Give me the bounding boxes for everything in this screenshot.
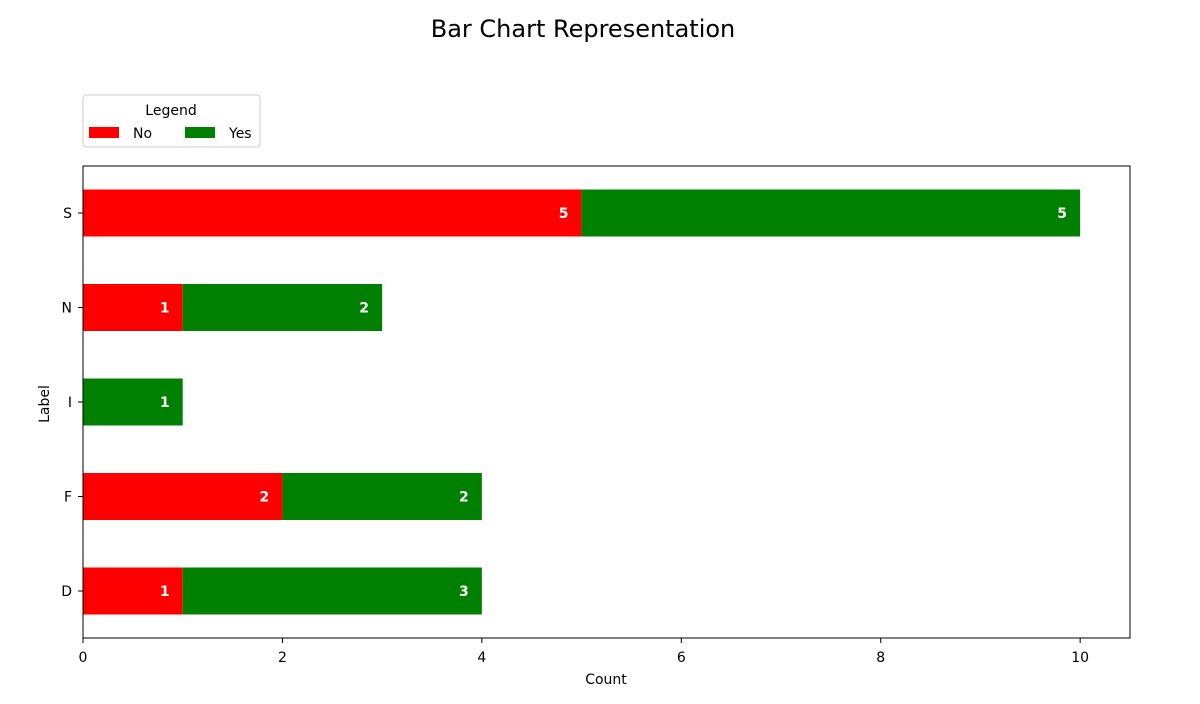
- legend: Legend No Yes: [82, 94, 261, 148]
- legend-label-no: No: [133, 126, 152, 142]
- bar-label-yes-i: 1: [160, 395, 170, 411]
- legend-frame: [82, 94, 261, 148]
- y-tick-label: N: [62, 301, 72, 317]
- bar-label-no-d: 1: [160, 584, 170, 600]
- x-tick-label: 4: [477, 650, 486, 666]
- bar-no-s: [83, 189, 582, 237]
- legend-label-yes: Yes: [228, 126, 252, 142]
- bar-label-yes-f: 2: [459, 490, 469, 506]
- bar-yes-s: [581, 189, 1081, 237]
- x-tick-label: 10: [1071, 650, 1089, 666]
- bar-label-yes-n: 2: [359, 301, 369, 317]
- y-tick-label: I: [68, 395, 72, 411]
- bar-yes-i: [83, 378, 183, 426]
- legend-title: Legend: [145, 103, 196, 119]
- legend-swatch-yes: [185, 127, 215, 138]
- bar-no-d: [83, 567, 183, 615]
- y-tick-label: D: [61, 584, 72, 600]
- bar-label-yes-s: 5: [1057, 206, 1067, 222]
- x-axis: 0 2 4 6 8 10: [79, 638, 1089, 666]
- y-tick-label: S: [63, 206, 72, 222]
- bar-no-f: [83, 473, 283, 520]
- y-axis: D F I N S: [61, 206, 83, 600]
- bar-no-n: [83, 284, 183, 331]
- x-tick-label: 8: [876, 650, 885, 666]
- bar-label-no-s: 5: [559, 206, 569, 222]
- bar-yes-n: [182, 284, 383, 331]
- bar-label-no-n: 1: [160, 301, 170, 317]
- bar-yes-d: [182, 567, 482, 615]
- bar-yes-f: [282, 473, 482, 520]
- y-axis-label: Label: [37, 385, 53, 423]
- x-tick-label: 0: [79, 650, 88, 666]
- plot-frame: [82, 165, 1131, 639]
- plot-area: 1 3 2 2 1 1 2 5 5: [82, 165, 1131, 639]
- legend-swatch-no: [89, 127, 119, 138]
- x-tick-label: 2: [278, 650, 287, 666]
- y-tick-label: F: [64, 490, 72, 506]
- bar-label-yes-d: 3: [459, 584, 469, 600]
- chart-title: Bar Chart Representation: [431, 15, 736, 43]
- x-axis-label: Count: [585, 672, 627, 688]
- bar-label-no-f: 2: [260, 490, 270, 506]
- x-tick-label: 6: [677, 650, 686, 666]
